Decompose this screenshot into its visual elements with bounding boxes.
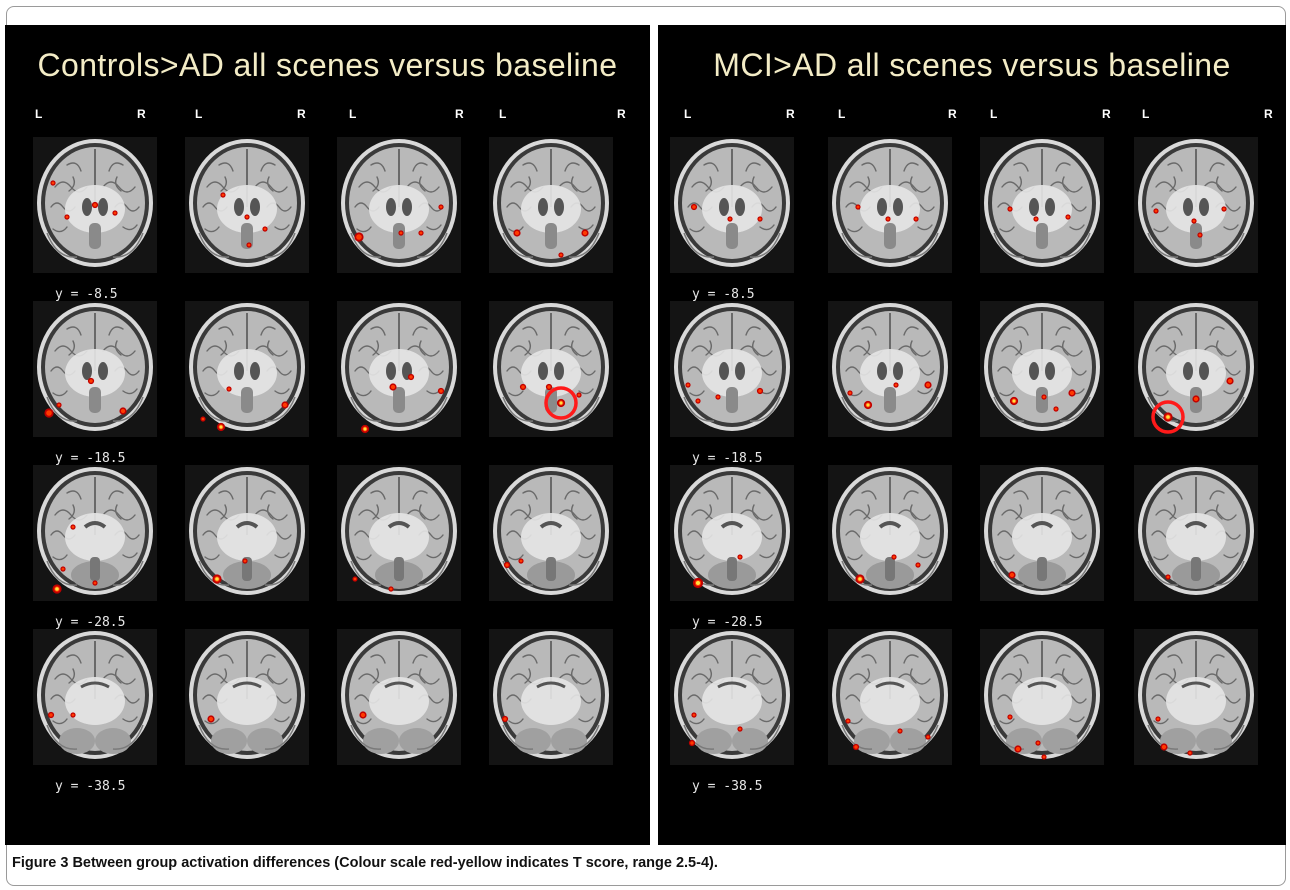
orientation-left-marker: L (35, 107, 43, 121)
orientation-left-marker: L (349, 107, 357, 121)
brain-slice (980, 465, 1104, 601)
highlight-circle (544, 386, 578, 420)
brain-slice (33, 465, 157, 601)
figure-caption-text: Between group activation differences (Co… (72, 855, 718, 871)
slice-coordinate-label: y = -18.5 (55, 451, 126, 466)
orientation-left-marker: L (195, 107, 203, 121)
slice-coordinate-label: y = -38.5 (692, 779, 763, 794)
brain-slice (185, 137, 309, 273)
brain-slice (670, 137, 794, 273)
brain-slice (1134, 137, 1258, 273)
slice-coordinate-label: y = -8.5 (692, 287, 755, 302)
orientation-left-marker: L (990, 107, 998, 121)
brain-slice (828, 629, 952, 765)
orientation-right-marker: R (1264, 107, 1273, 121)
brain-slice (489, 301, 613, 437)
panel-mci-vs-ad: MCI>AD all scenes versus baseline L R L R L R… (658, 25, 1286, 845)
brain-slice (489, 465, 613, 601)
slice-coordinate-label: y = -28.5 (55, 615, 126, 630)
orientation-left-marker: L (838, 107, 846, 121)
orientation-left-marker: L (1142, 107, 1150, 121)
brain-slice (670, 301, 794, 437)
slice-coordinate-label: y = -8.5 (55, 287, 118, 302)
panel-controls-vs-ad: Controls>AD all scenes versus baseline L… (5, 25, 650, 845)
orientation-right-marker: R (948, 107, 957, 121)
figure-label: Figure 3 (12, 855, 69, 871)
orientation-right-marker: R (617, 107, 626, 121)
orientation-right-marker: R (1102, 107, 1111, 121)
brain-slice (1134, 629, 1258, 765)
brain-slice (828, 465, 952, 601)
brain-slice (670, 465, 794, 601)
brain-slice (185, 629, 309, 765)
figure-caption: Figure 3 Between group activation differ… (12, 855, 718, 871)
brain-slice (337, 629, 461, 765)
brain-slice (337, 465, 461, 601)
brain-slice (980, 629, 1104, 765)
brain-slice (33, 137, 157, 273)
orientation-right-marker: R (297, 107, 306, 121)
brain-slice (828, 137, 952, 273)
brain-slice (980, 137, 1104, 273)
brain-slice (489, 629, 613, 765)
brain-slice (828, 301, 952, 437)
highlight-circle (1151, 400, 1185, 434)
brain-slice (337, 301, 461, 437)
brain-slice (185, 301, 309, 437)
brain-slice (980, 301, 1104, 437)
slice-coordinate-label: y = -18.5 (692, 451, 763, 466)
panel-title: MCI>AD all scenes versus baseline (713, 47, 1231, 83)
brain-slice (489, 137, 613, 273)
orientation-right-marker: R (786, 107, 795, 121)
brain-slice (670, 629, 794, 765)
orientation-left-marker: L (499, 107, 507, 121)
slice-coordinate-label: y = -38.5 (55, 779, 126, 794)
brain-slice (337, 137, 461, 273)
slice-coordinate-label: y = -28.5 (692, 615, 763, 630)
brain-slice (1134, 465, 1258, 601)
orientation-right-marker: R (137, 107, 146, 121)
brain-slice (33, 629, 157, 765)
panel-title: Controls>AD all scenes versus baseline (37, 47, 618, 83)
orientation-left-marker: L (684, 107, 692, 121)
brain-slice (185, 465, 309, 601)
brain-slice (33, 301, 157, 437)
brain-slice (1134, 301, 1258, 437)
orientation-right-marker: R (455, 107, 464, 121)
